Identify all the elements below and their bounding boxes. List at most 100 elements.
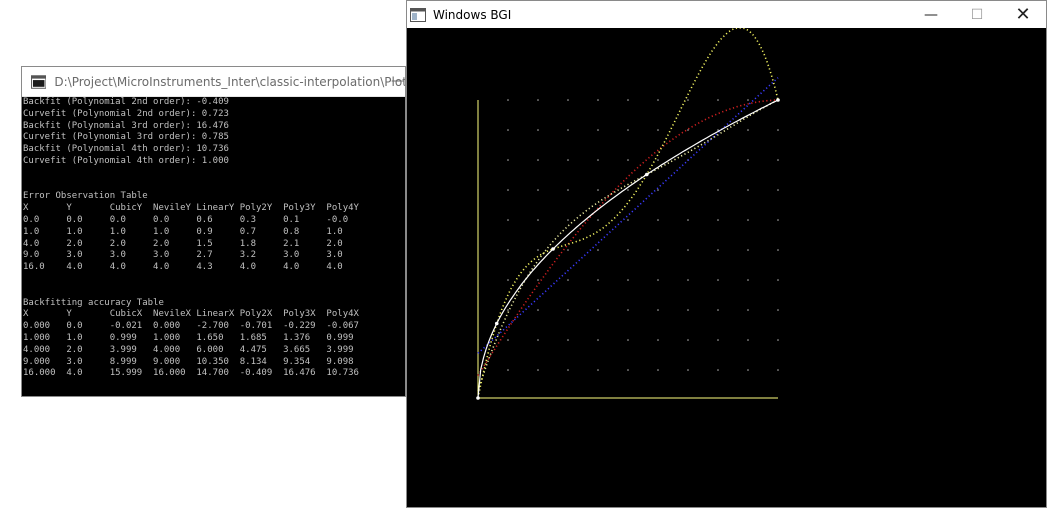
grid-dot: [507, 219, 509, 221]
maximize-button[interactable]: ☐: [970, 6, 984, 23]
plot-canvas: [476, 28, 780, 400]
grid-dot: [627, 189, 629, 191]
grid-dot: [717, 309, 719, 311]
grid-dot: [597, 99, 599, 101]
grid-dot: [747, 339, 749, 341]
grid-dot: [597, 219, 599, 221]
minimize-button[interactable]: —: [924, 6, 938, 23]
grid-dot: [747, 309, 749, 311]
grid-dot: [687, 129, 689, 131]
grid-dot: [777, 339, 779, 341]
console-line: 9.0 3.0 3.0 3.0 2.7 3.2 3.0 3.0: [23, 250, 343, 261]
grid-dot: [687, 99, 689, 101]
grid-dot: [567, 99, 569, 101]
grid-dot: [597, 129, 599, 131]
bgi-app-icon: [410, 7, 426, 22]
grid-dot: [777, 279, 779, 281]
grid-dot: [687, 339, 689, 341]
grid-dot: [567, 369, 569, 371]
grid-dot: [717, 99, 719, 101]
grid-dot: [597, 279, 599, 281]
grid-dot: [597, 309, 599, 311]
grid-dot: [507, 369, 509, 371]
bgi-titlebar[interactable]: Windows BGI — ☐ ✕: [407, 1, 1046, 28]
grid-dot: [537, 219, 539, 221]
grid-dot: [537, 129, 539, 131]
grid-dot: [627, 99, 629, 101]
console-line: 16.000 4.0 15.999 16.000 14.700 -0.409 1…: [23, 368, 359, 379]
grid-dot: [567, 339, 569, 341]
grid-dot: [777, 189, 779, 191]
console-line: X Y CubicX NevileX LinearX Poly2X Poly3X…: [23, 309, 359, 320]
grid-dot: [597, 249, 599, 251]
grid-dot: [627, 129, 629, 131]
data-point: [644, 172, 649, 177]
grid-dot: [507, 279, 509, 281]
grid-dot: [687, 279, 689, 281]
grid-dot: [597, 369, 599, 371]
console-line: [23, 274, 405, 286]
grid-dot: [747, 159, 749, 161]
grid-dot: [777, 159, 779, 161]
console-line: 4.0 2.0 2.0 2.0 1.5 1.8 2.1 2.0: [23, 238, 343, 249]
grid-dot: [627, 159, 629, 161]
grid-dot: [747, 99, 749, 101]
console-title: D:\Project\MicroInstruments_Inter\classi…: [54, 74, 405, 89]
console-line: 16.0 4.0 4.0 4.0 4.3 4.0 4.0 4.0: [23, 262, 343, 273]
grid-dot: [777, 369, 779, 371]
grid-dot: [567, 129, 569, 131]
grid-dot: [657, 249, 659, 251]
data-point: [776, 98, 780, 102]
console-line: 9.000 3.0 8.999 9.000 10.350 8.134 9.354…: [23, 356, 354, 367]
close-button[interactable]: ✕: [1015, 4, 1031, 25]
grid-dot: [657, 159, 659, 161]
console-line: Curvefit (Polynomial 4th order): 1.000: [23, 155, 229, 166]
series-line-1: [477, 99, 779, 377]
grid-dot: [537, 189, 539, 191]
console-line: 1.000 1.0 0.999 1.000 1.650 1.685 1.376 …: [23, 332, 354, 343]
console-titlebar[interactable]: D:\Project\MicroInstruments_Inter\classi…: [22, 67, 405, 97]
grid-dot: [657, 279, 659, 281]
grid-dot: [717, 159, 719, 161]
console-line: [23, 286, 405, 298]
data-point: [476, 396, 480, 400]
grid-dot: [627, 219, 629, 221]
console-line: [23, 180, 405, 192]
grid-dot: [627, 249, 629, 251]
console-line: Curvefit (Polynomial 2nd order): 0.723: [23, 108, 229, 119]
grid-dot: [657, 219, 659, 221]
console-line: 0.0 0.0 0.0 0.0 0.6 0.3 0.1 -0.0: [23, 214, 349, 225]
grid-dot: [627, 309, 629, 311]
grid-dot: [747, 189, 749, 191]
grid-dot: [507, 129, 509, 131]
console-line: [23, 168, 405, 180]
grid-dot: [507, 249, 509, 251]
console-minimize-button[interactable]: —: [391, 73, 405, 89]
grid-dot: [567, 189, 569, 191]
grid-dot: [507, 339, 509, 341]
grid-dot: [777, 219, 779, 221]
console-output: Backfit (Polynomial 2nd order): -0.409 Cu…: [22, 97, 405, 380]
grid-dot: [747, 369, 749, 371]
grid-dot: [687, 189, 689, 191]
bgi-title: Windows BGI: [433, 7, 512, 22]
grid-dot: [657, 339, 659, 341]
grid-dot: [747, 249, 749, 251]
grid-dot: [777, 249, 779, 251]
grid-dot: [537, 99, 539, 101]
grid-dot: [717, 369, 719, 371]
grid-dot: [507, 309, 509, 311]
grid-dot: [687, 249, 689, 251]
grid-dot: [687, 219, 689, 221]
grid-dot: [747, 129, 749, 131]
console-line: 0.000 0.0 -0.021 0.000 -2.700 -0.701 -0.…: [23, 321, 359, 332]
grid-dot: [717, 249, 719, 251]
console-line: Backfitting accuracy Table: [23, 297, 164, 308]
console-line: 4.000 2.0 3.999 4.000 6.000 4.475 3.665 …: [23, 344, 354, 355]
grid-dot: [687, 369, 689, 371]
grid-dot: [597, 189, 599, 191]
grid-dot: [507, 159, 509, 161]
grid-dot: [777, 129, 779, 131]
series-line-2: [477, 99, 779, 391]
console-line: Backfit (Polynomial 3rd order): 16.476: [23, 120, 229, 131]
